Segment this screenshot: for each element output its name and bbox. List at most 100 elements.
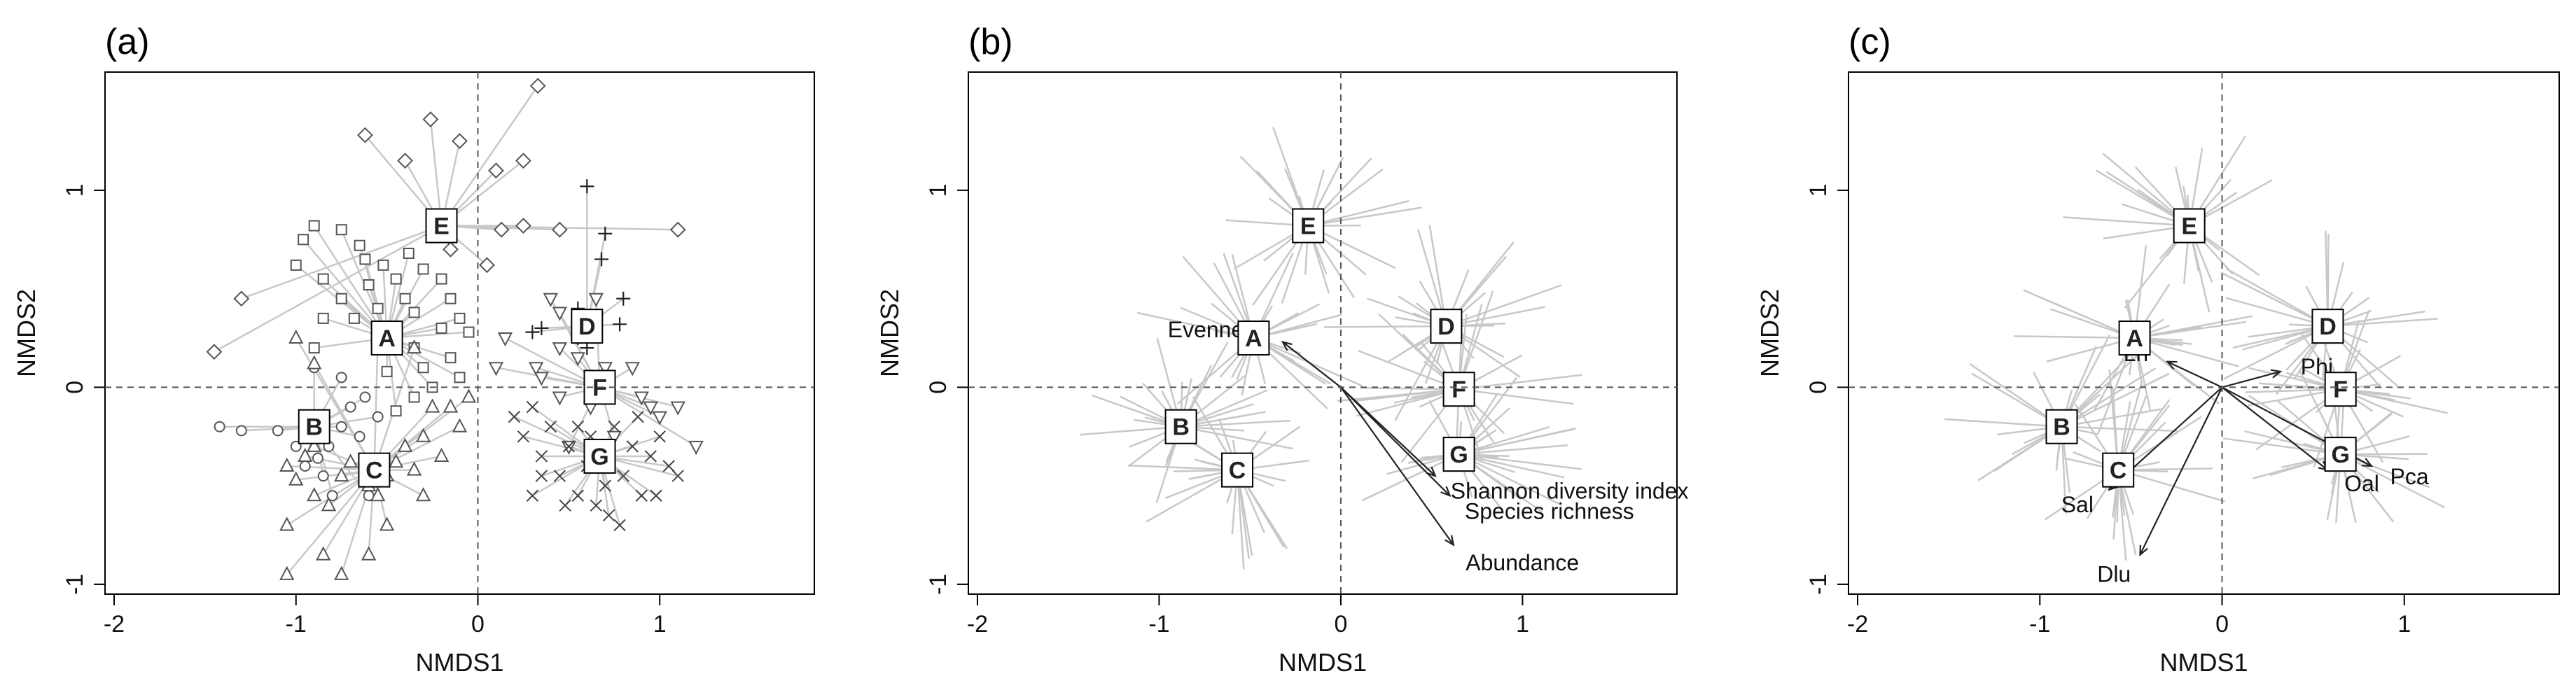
vector-label: Shannon diversity index bbox=[1451, 479, 1689, 504]
spider-line bbox=[2222, 437, 2341, 456]
x-tick-label: 0 bbox=[1334, 611, 1347, 638]
data-point bbox=[571, 489, 585, 502]
centroid-label: G bbox=[2331, 442, 2349, 468]
y-axis-title: NMDS2 bbox=[1755, 289, 1784, 377]
data-point bbox=[497, 332, 513, 347]
y-tick-label: 1 bbox=[925, 183, 952, 197]
data-point bbox=[290, 259, 302, 271]
data-point bbox=[517, 430, 530, 443]
data-point bbox=[370, 487, 386, 502]
spider-line bbox=[2134, 337, 2239, 367]
data-point bbox=[452, 418, 468, 432]
data-point bbox=[669, 221, 686, 238]
data-point bbox=[613, 317, 627, 332]
data-point bbox=[335, 293, 347, 304]
data-point bbox=[445, 352, 457, 364]
data-point bbox=[644, 450, 657, 463]
centroid-label: F bbox=[1451, 376, 1466, 403]
centroid-box bbox=[1164, 409, 1197, 444]
data-point bbox=[488, 362, 504, 376]
data-point bbox=[608, 421, 620, 433]
spider-line bbox=[1458, 374, 1582, 390]
data-point bbox=[436, 273, 447, 285]
data-point bbox=[652, 411, 667, 425]
x-tick-label: 0 bbox=[471, 611, 485, 638]
data-point bbox=[632, 410, 644, 423]
centroid-box bbox=[1442, 437, 1475, 472]
data-point bbox=[445, 293, 457, 304]
data-point bbox=[544, 421, 557, 433]
data-point bbox=[424, 398, 440, 413]
data-point bbox=[381, 365, 393, 377]
data-point bbox=[288, 329, 304, 344]
y-tick-label: 0 bbox=[62, 381, 88, 394]
data-point bbox=[408, 391, 420, 403]
centroid-label: D bbox=[2319, 314, 2337, 340]
data-point bbox=[606, 430, 622, 445]
data-point bbox=[335, 224, 347, 236]
data-point bbox=[616, 291, 631, 306]
x-tick-label: -1 bbox=[1148, 611, 1169, 638]
data-point bbox=[543, 293, 559, 307]
data-point bbox=[390, 273, 402, 285]
data-point bbox=[598, 226, 613, 241]
centroid-label: E bbox=[2181, 213, 2197, 240]
data-point bbox=[562, 440, 576, 453]
vector-arrowhead bbox=[1444, 535, 1455, 547]
vector-arrow bbox=[1340, 386, 1454, 546]
spider-line bbox=[1944, 418, 2062, 428]
x-tick-label: -2 bbox=[1847, 611, 1868, 638]
data-point bbox=[417, 362, 429, 374]
vector-arrow bbox=[1340, 386, 1451, 497]
data-point bbox=[397, 153, 413, 169]
spider-line bbox=[2117, 469, 2225, 502]
vector-arrowhead bbox=[1281, 341, 1293, 351]
x-axis-title: NMDS1 bbox=[1279, 648, 1367, 677]
centroid-box bbox=[583, 438, 616, 474]
centroid-box bbox=[298, 409, 330, 444]
data-point bbox=[317, 273, 329, 285]
data-point bbox=[214, 421, 225, 432]
data-point bbox=[688, 440, 704, 456]
data-point bbox=[463, 326, 475, 338]
data-point bbox=[359, 391, 371, 403]
plot-frame bbox=[1848, 71, 2560, 595]
centroid-box bbox=[1430, 309, 1463, 344]
y-tick-label: -1 bbox=[1805, 574, 1832, 595]
x-axis-title: NMDS1 bbox=[415, 648, 503, 677]
data-point bbox=[670, 401, 685, 416]
data-point bbox=[508, 410, 521, 423]
data-point bbox=[588, 293, 604, 307]
data-point bbox=[312, 452, 323, 464]
spider-line bbox=[2225, 267, 2329, 328]
x-tick-label: 1 bbox=[2397, 611, 2411, 638]
spider-line bbox=[214, 225, 443, 353]
data-point bbox=[653, 430, 666, 443]
centroid-box bbox=[1442, 372, 1475, 407]
centroid-box bbox=[2118, 321, 2151, 356]
data-point bbox=[662, 460, 675, 472]
data-point bbox=[613, 519, 626, 532]
y-tick-label: 0 bbox=[1805, 381, 1832, 394]
data-point bbox=[403, 247, 415, 259]
data-point bbox=[397, 437, 413, 452]
spider-line bbox=[2061, 407, 2164, 428]
centroid-box bbox=[2324, 372, 2357, 407]
data-point bbox=[307, 355, 322, 369]
data-point bbox=[552, 391, 568, 406]
y-tick-label: 0 bbox=[925, 381, 952, 394]
data-point bbox=[534, 321, 549, 335]
data-point bbox=[515, 218, 531, 234]
data-point bbox=[406, 339, 422, 354]
spider-line bbox=[1358, 350, 1460, 390]
data-point bbox=[526, 400, 539, 414]
data-point bbox=[357, 127, 373, 143]
data-point bbox=[602, 509, 615, 522]
data-point bbox=[307, 437, 322, 452]
spider-line bbox=[313, 363, 375, 471]
spider-line bbox=[2327, 318, 2438, 328]
spider-line bbox=[1458, 444, 1568, 456]
data-point bbox=[617, 470, 629, 482]
